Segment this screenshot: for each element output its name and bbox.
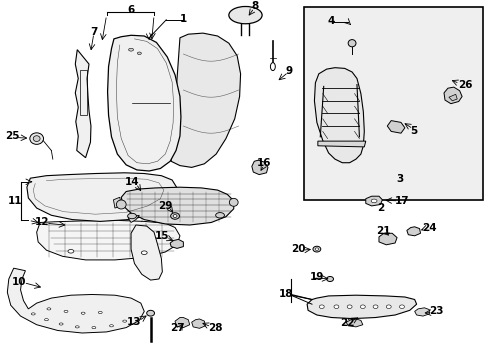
Ellipse shape [386,305,390,309]
Polygon shape [314,68,364,163]
Ellipse shape [68,249,74,253]
Ellipse shape [229,198,238,206]
Polygon shape [171,33,240,167]
Polygon shape [128,215,139,222]
Ellipse shape [146,310,154,316]
Text: 23: 23 [428,306,443,316]
Polygon shape [346,319,362,327]
Ellipse shape [31,313,35,315]
Ellipse shape [75,326,79,328]
Ellipse shape [33,136,40,141]
Ellipse shape [319,305,324,309]
Ellipse shape [81,312,85,314]
Text: 11: 11 [7,196,22,206]
Text: 14: 14 [124,177,139,187]
Ellipse shape [92,327,96,329]
Text: 16: 16 [256,158,271,168]
Polygon shape [7,268,144,333]
Text: 12: 12 [34,217,49,227]
Polygon shape [170,239,183,248]
Text: 18: 18 [278,289,293,300]
Text: 8: 8 [251,1,258,12]
Ellipse shape [137,52,141,55]
Polygon shape [317,141,365,147]
Ellipse shape [122,320,126,322]
Polygon shape [27,173,177,221]
Text: 22: 22 [339,318,354,328]
Ellipse shape [333,305,338,309]
Ellipse shape [170,213,179,219]
Ellipse shape [127,213,136,219]
Polygon shape [414,308,428,316]
Polygon shape [191,319,205,328]
Text: 17: 17 [394,196,408,206]
Ellipse shape [314,248,318,251]
Polygon shape [406,227,420,236]
Ellipse shape [30,133,43,144]
Polygon shape [37,220,180,260]
Ellipse shape [128,48,133,51]
Text: 15: 15 [155,231,169,241]
Ellipse shape [372,305,377,309]
Text: 29: 29 [158,201,172,211]
Ellipse shape [44,319,48,321]
Text: 25: 25 [5,131,20,141]
Text: 21: 21 [376,226,390,236]
Ellipse shape [370,199,376,203]
Bar [304,7,482,200]
Ellipse shape [326,276,333,282]
Text: 24: 24 [421,222,436,233]
Ellipse shape [312,246,320,252]
Ellipse shape [109,325,113,327]
Ellipse shape [228,6,262,24]
Ellipse shape [399,305,404,309]
Ellipse shape [47,308,51,310]
Polygon shape [113,197,121,208]
Polygon shape [448,94,456,101]
Polygon shape [386,121,404,133]
Text: 7: 7 [90,27,98,37]
Polygon shape [131,225,162,280]
Text: 28: 28 [207,323,222,333]
Text: 1: 1 [180,14,186,24]
Polygon shape [107,35,181,171]
Ellipse shape [347,40,355,47]
Text: 26: 26 [457,80,472,90]
Ellipse shape [173,215,177,217]
Ellipse shape [215,212,224,218]
Polygon shape [175,318,189,328]
Text: 27: 27 [169,323,184,333]
Text: 6: 6 [127,5,134,15]
Ellipse shape [346,305,351,309]
Ellipse shape [141,251,147,255]
Text: 5: 5 [410,126,417,136]
Text: 2: 2 [376,203,383,213]
Polygon shape [443,87,461,104]
Text: 3: 3 [396,174,403,184]
Text: 9: 9 [285,66,292,76]
Text: 4: 4 [327,16,335,26]
Polygon shape [251,160,267,175]
Polygon shape [365,196,382,206]
Text: 19: 19 [309,272,324,282]
Polygon shape [378,233,396,245]
Ellipse shape [98,311,102,314]
Ellipse shape [360,305,365,309]
Ellipse shape [64,310,68,312]
Polygon shape [121,187,233,225]
Ellipse shape [270,63,275,71]
Polygon shape [75,50,91,158]
Ellipse shape [59,323,63,325]
Polygon shape [306,295,416,319]
Ellipse shape [116,200,126,209]
Text: 13: 13 [127,317,142,327]
Text: 10: 10 [12,276,27,287]
Text: 20: 20 [290,244,305,254]
